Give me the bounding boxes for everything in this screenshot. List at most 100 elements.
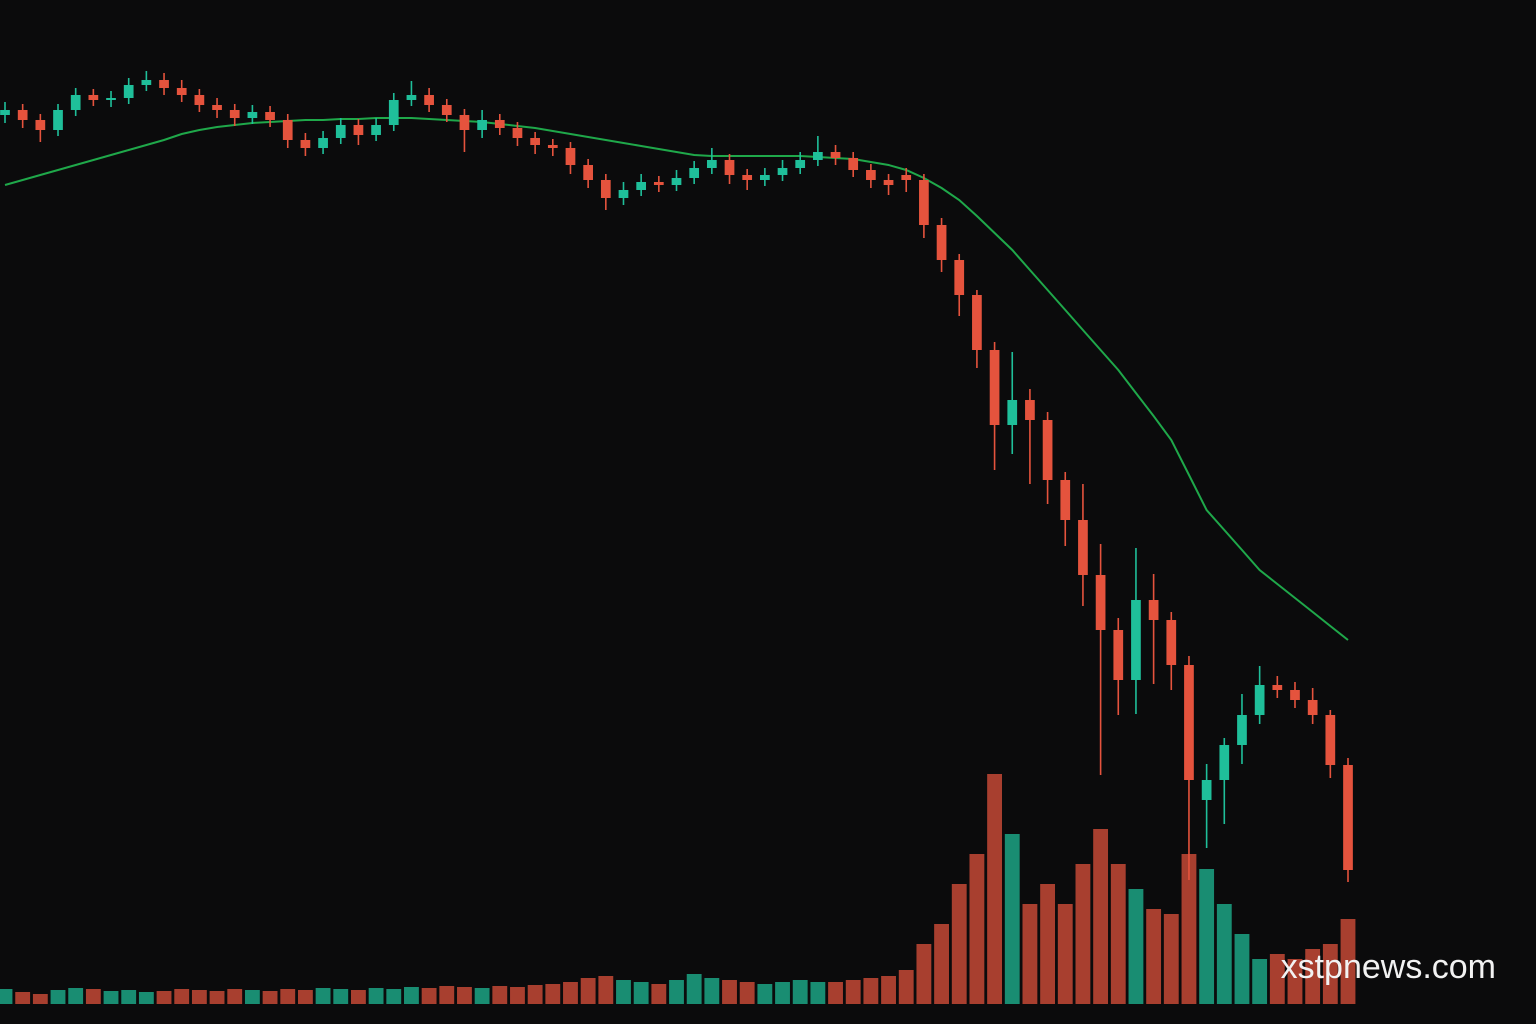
volume-bar <box>1305 949 1321 1004</box>
candle-body <box>795 160 806 168</box>
volume-bar <box>474 988 490 1004</box>
candle-body <box>936 225 947 260</box>
volume-bar <box>121 990 137 1004</box>
candle-body <box>1166 620 1177 665</box>
candle-body <box>1095 575 1106 630</box>
moving-average-line <box>4 117 1349 641</box>
candle-body <box>565 148 576 165</box>
volume-bar <box>616 980 631 1004</box>
volume-bar <box>50 990 66 1004</box>
volume-bar <box>492 986 508 1004</box>
candle-body <box>1042 420 1053 480</box>
candle-body <box>53 110 63 130</box>
volume-bar <box>757 984 773 1004</box>
volume-bar <box>686 974 702 1004</box>
volume-bar <box>1269 954 1285 1004</box>
candle-body <box>883 180 894 185</box>
candle-body <box>954 260 965 295</box>
volume-bar <box>881 976 896 1004</box>
candle-body <box>1290 690 1300 700</box>
volume-bar <box>209 991 225 1004</box>
candle-body <box>1272 685 1283 690</box>
volume-bar <box>315 988 331 1004</box>
candle-body <box>1307 700 1318 715</box>
volume-bar <box>510 987 525 1004</box>
volume-bar <box>651 984 667 1004</box>
candle-body <box>88 95 99 100</box>
volume-bar <box>1128 889 1144 1004</box>
candle-body <box>388 100 399 125</box>
volume-bar <box>1004 834 1020 1004</box>
volume-bar <box>1146 909 1162 1004</box>
volume-bar <box>1110 864 1126 1004</box>
candle-body <box>813 152 823 160</box>
candle-body <box>653 182 664 185</box>
volume-bar <box>404 987 419 1004</box>
candle-body <box>1078 520 1088 575</box>
volume-bar <box>898 970 914 1004</box>
candle-body <box>919 180 929 225</box>
volume-bar <box>350 990 366 1004</box>
volume-bar <box>244 990 260 1004</box>
volume-bar <box>68 988 84 1004</box>
candle-body <box>0 110 10 115</box>
candle-body <box>70 95 81 110</box>
candle-body <box>265 112 275 120</box>
volume-bar <box>845 980 861 1004</box>
volume-bar <box>1163 914 1179 1004</box>
volume-bar <box>1075 864 1091 1004</box>
candle-body <box>194 95 205 105</box>
volume-bar <box>1199 869 1215 1004</box>
candle-body <box>989 350 1000 425</box>
volume-bar <box>439 986 455 1004</box>
volume-bar <box>457 987 472 1004</box>
candle-body <box>335 125 346 138</box>
volume-bar <box>934 924 949 1004</box>
candle-body <box>671 178 682 185</box>
candle-body <box>424 95 434 105</box>
volume-bar <box>297 990 313 1004</box>
ma-layer <box>4 117 1349 641</box>
volume-bar <box>85 989 101 1004</box>
candle-body <box>406 95 417 100</box>
volume-bar <box>191 990 207 1004</box>
candle-body <box>1219 745 1230 780</box>
volume-bar <box>527 985 543 1004</box>
volume-bar <box>156 991 172 1004</box>
volume-bar <box>1216 904 1232 1004</box>
volume-layer <box>0 774 1356 1004</box>
volume-bar <box>580 978 596 1004</box>
candle-body <box>724 160 735 175</box>
volume-bar <box>1057 904 1073 1004</box>
candle-body <box>1254 685 1265 715</box>
volume-bar <box>174 989 190 1004</box>
volume-bar <box>722 980 737 1004</box>
candle-body <box>706 160 717 168</box>
candle-body <box>123 85 134 98</box>
candle-body <box>1237 715 1247 745</box>
candle-body <box>141 80 152 85</box>
candle-body <box>1325 715 1336 765</box>
volume-bar <box>739 982 755 1004</box>
volume-bar <box>1252 959 1268 1004</box>
candle-body <box>300 140 311 148</box>
watermark: xstpnews.com <box>1281 948 1496 986</box>
volume-bar <box>103 991 119 1004</box>
volume-bar <box>1287 959 1303 1004</box>
candle-body <box>1113 630 1124 680</box>
volume-bar <box>280 989 296 1004</box>
candle-body <box>159 80 169 88</box>
volume-bar <box>863 978 879 1004</box>
volume-bar <box>916 944 932 1004</box>
candle-body <box>1025 400 1035 420</box>
candle-body <box>17 110 28 120</box>
volume-bar <box>15 992 31 1004</box>
candle-body <box>371 125 381 135</box>
candle-body <box>1007 400 1018 425</box>
volume-bar <box>951 884 967 1004</box>
candle-body <box>176 88 187 95</box>
candle-body <box>353 125 364 135</box>
volume-bar <box>32 994 48 1004</box>
volume-bar <box>1322 944 1338 1004</box>
